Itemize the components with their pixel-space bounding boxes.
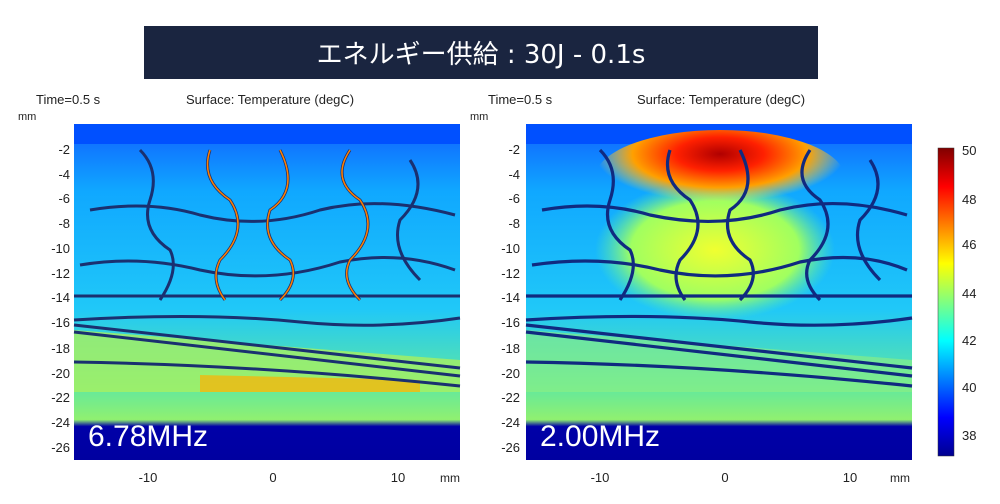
colorbar-tick: 46 (962, 237, 976, 252)
left-y-tick: -2 (58, 142, 70, 157)
colorbar-tick: 48 (962, 192, 976, 207)
right-frequency-label: 2.00MHz (540, 420, 660, 453)
left-y-tick: -4 (58, 167, 70, 182)
left-y-tick: -22 (51, 390, 70, 405)
colorbar-tick: 40 (962, 380, 976, 395)
right-y-tick: -8 (508, 216, 520, 231)
right-hot-zone (595, 130, 845, 226)
colorbar-gradient (937, 147, 955, 457)
right-y-tick: -14 (501, 290, 520, 305)
colorbar-tick: 44 (962, 286, 976, 301)
right-x-unit: mm (890, 471, 910, 485)
colorbar: 50 48 46 44 42 40 38 (937, 143, 976, 457)
banner-title: エネルギー供給 : 30J - 0.1s (316, 40, 646, 70)
left-frequency-label: 6.78MHz (88, 420, 208, 453)
right-y-tick: -12 (501, 266, 520, 281)
colorbar-tick: 42 (962, 333, 976, 348)
colorbar-tick: 38 (962, 428, 976, 443)
right-grain-boundaries (525, 148, 913, 388)
left-y-tick: -24 (51, 415, 70, 430)
right-y-tick: -10 (501, 241, 520, 256)
right-x-tick: 10 (843, 470, 857, 485)
left-x-ticks: -10 0 10 (139, 470, 406, 485)
left-plot-area (74, 124, 460, 460)
left-y-tick: -10 (51, 241, 70, 256)
left-y-tick: -16 (51, 315, 70, 330)
right-y-tick: -26 (501, 440, 520, 455)
left-y-tick: -14 (51, 290, 70, 305)
left-time-label: Time=0.5 s (36, 92, 101, 107)
left-x-unit: mm (440, 471, 460, 485)
right-y-tick: -4 (508, 167, 520, 182)
left-y-ticks: -2 -4 -6 -8 -10 -12 -14 -16 -18 -20 -22 … (51, 142, 70, 455)
right-time-label: Time=0.5 s (488, 92, 553, 107)
left-top-strip (74, 124, 460, 144)
right-x-tick: 0 (721, 470, 728, 485)
colorbar-tick: 50 (962, 143, 976, 158)
right-y-tick: -22 (501, 390, 520, 405)
title-banner: エネルギー供給 : 30J - 0.1s (144, 26, 818, 79)
left-x-tick: -10 (139, 470, 158, 485)
right-y-tick: -20 (501, 366, 520, 381)
left-y-tick: -6 (58, 191, 70, 206)
left-hot-band (200, 375, 420, 392)
left-y-tick: -12 (51, 266, 70, 281)
chart-left: Time=0.5 s Surface: Temperature (degC) m… (18, 92, 461, 485)
right-y-tick: -2 (508, 142, 520, 157)
right-y-tick: -24 (501, 415, 520, 430)
left-y-tick: -18 (51, 341, 70, 356)
left-x-tick: 0 (269, 470, 276, 485)
right-x-tick: -10 (591, 470, 610, 485)
right-y-tick: -18 (501, 341, 520, 356)
chart-right: Time=0.5 s Surface: Temperature (degC) m… (470, 92, 913, 485)
left-y-tick: -8 (58, 216, 70, 231)
left-hot-boundaries (206, 149, 369, 301)
right-y-tick: -6 (508, 191, 520, 206)
left-y-tick: -20 (51, 366, 70, 381)
left-y-tick: -26 (51, 440, 70, 455)
right-chart-title: Surface: Temperature (degC) (637, 92, 805, 107)
right-x-ticks: -10 0 10 (591, 470, 858, 485)
left-x-tick: 10 (391, 470, 405, 485)
colorbar-ticks: 50 48 46 44 42 40 38 (962, 143, 976, 443)
right-y-tick: -16 (501, 315, 520, 330)
left-y-unit: mm (18, 111, 36, 123)
right-y-unit: mm (470, 111, 488, 123)
left-chart-title: Surface: Temperature (degC) (186, 92, 354, 107)
right-y-ticks: -2 -4 -6 -8 -10 -12 -14 -16 -18 -20 -22 … (501, 142, 520, 455)
